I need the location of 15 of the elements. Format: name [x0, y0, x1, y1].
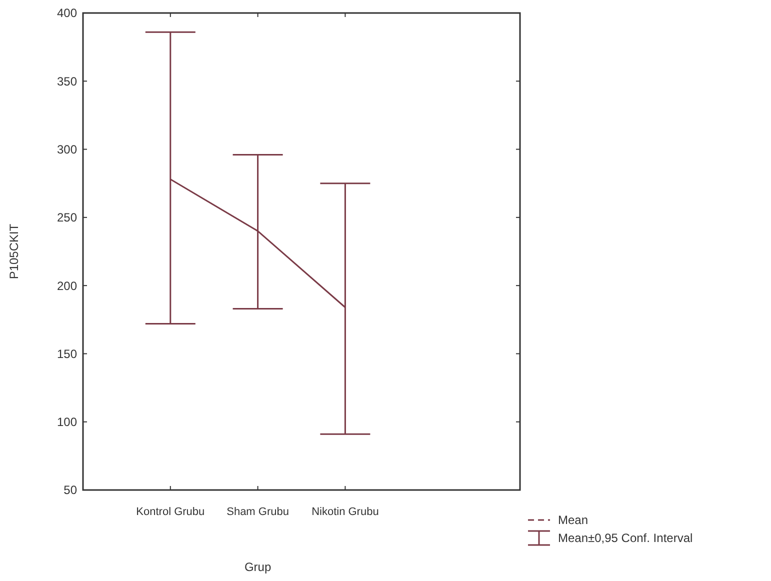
y-tick-label: 400	[56, 6, 78, 20]
y-tick-label: 100	[56, 415, 78, 430]
y-tick-label: 50	[64, 483, 78, 498]
y-tick-label: 200	[56, 278, 78, 293]
y-tick-label: 300	[56, 142, 78, 156]
legend-label: Mean	[558, 513, 588, 528]
y-axis-title: P105CKIT	[7, 223, 21, 280]
y-tick-label: 350	[56, 74, 78, 88]
x-tick-label: Sham Grubu	[226, 506, 289, 518]
x-axis-title: Grup	[244, 560, 272, 574]
y-tick-label: 250	[56, 210, 78, 225]
text: Mean±0,95 Conf. Interval	[558, 531, 693, 546]
x-tick-label: Nikotin Grubu	[312, 506, 379, 518]
x-tick-label: Kontrol Grubu	[136, 506, 205, 518]
y-tick-label: 150	[56, 346, 78, 361]
